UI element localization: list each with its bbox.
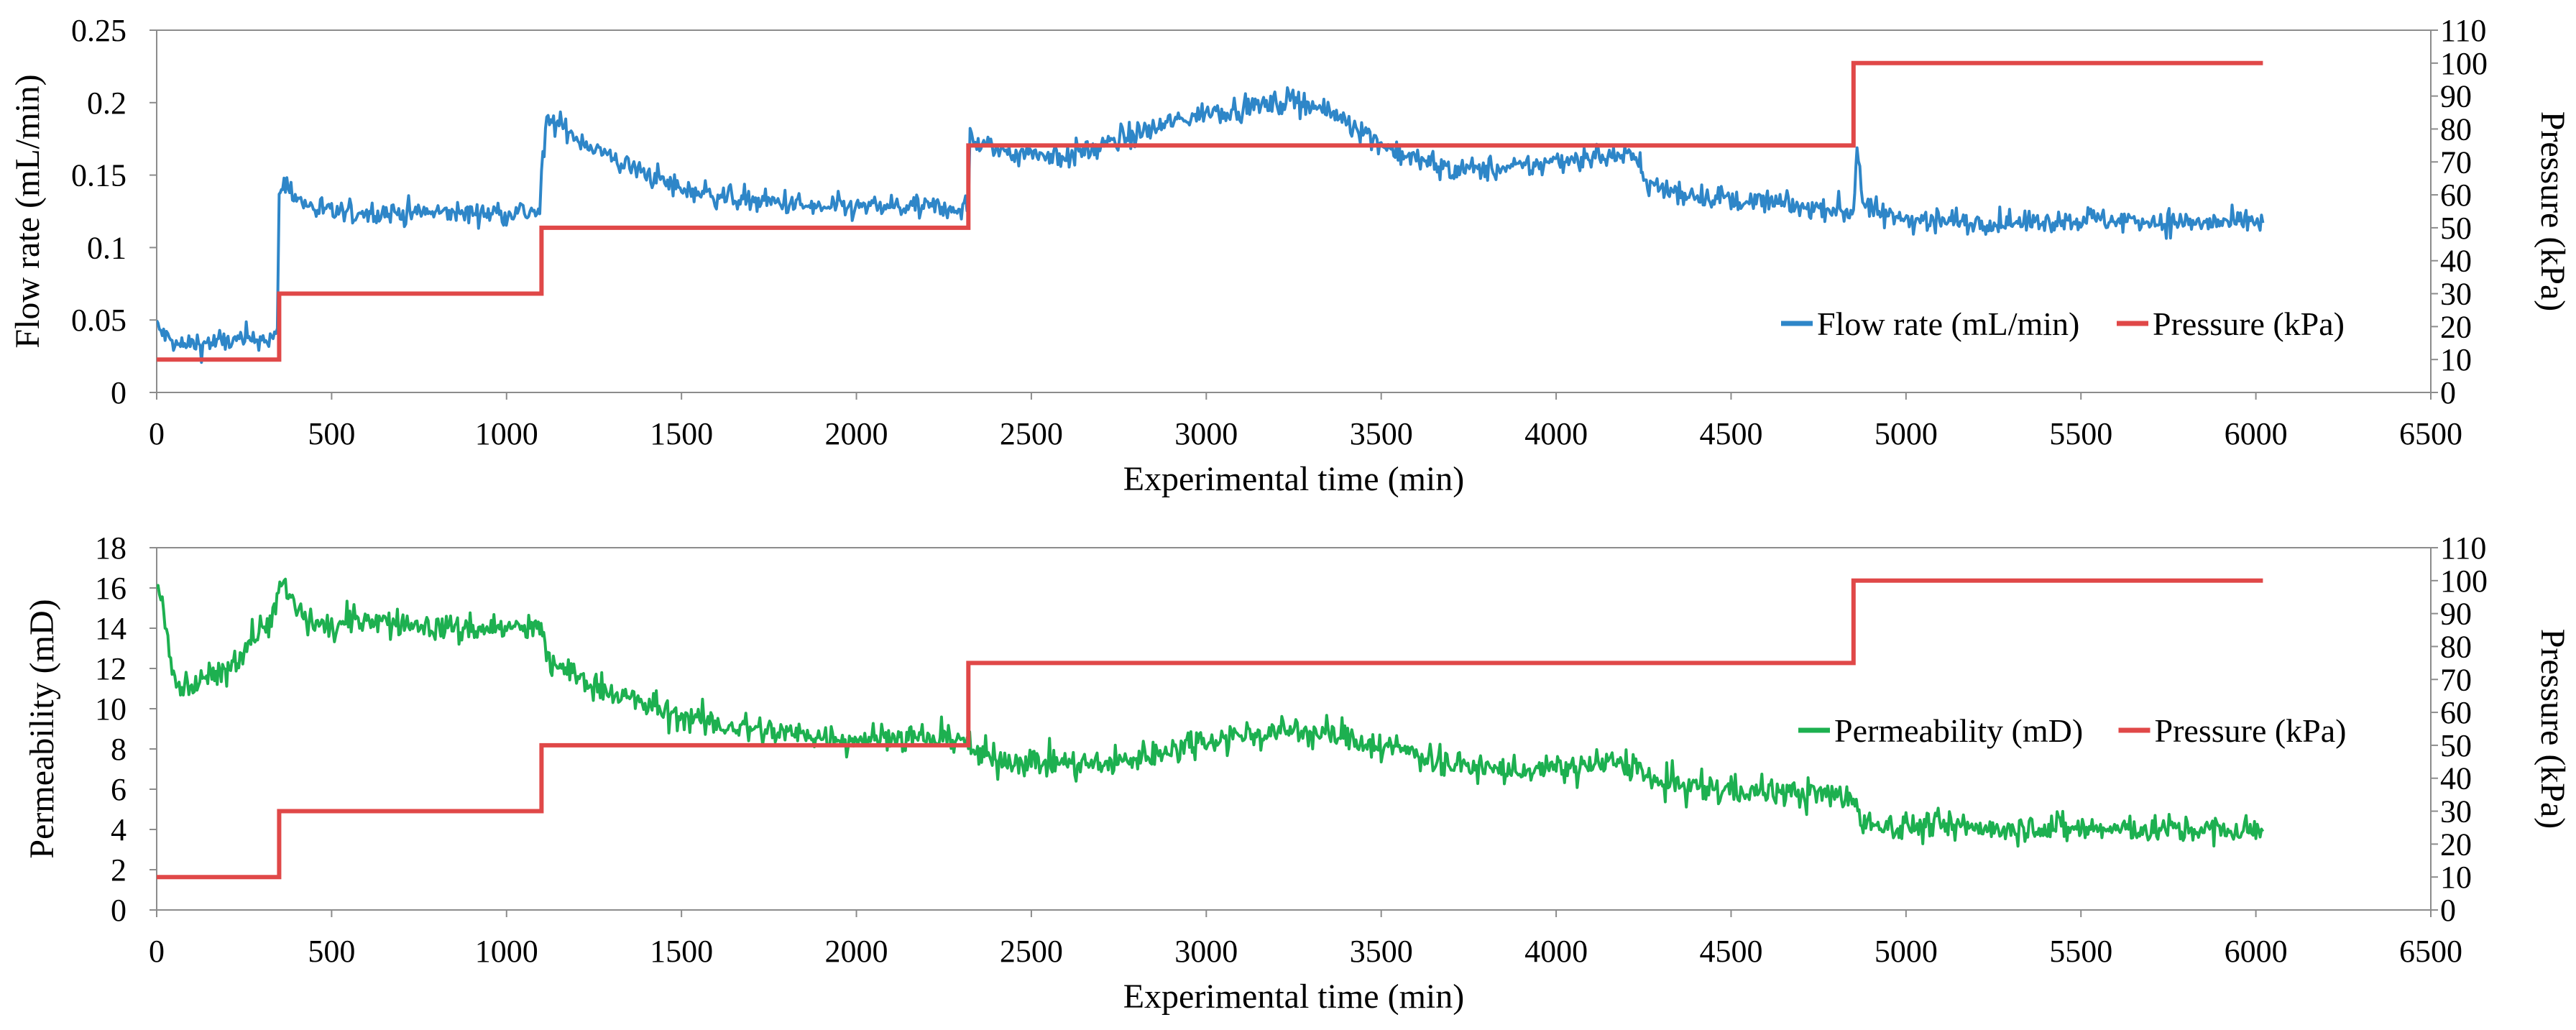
y-left-tick-label: 0.05 <box>71 303 126 338</box>
y-left-tick-label: 16 <box>95 571 126 606</box>
y-right-tick-label: 60 <box>2440 695 2472 730</box>
legend-label: Permeability (mD) <box>1834 712 2083 749</box>
y-right-tick-label: 90 <box>2440 79 2472 114</box>
y-right-tick-label: 0 <box>2440 893 2456 928</box>
y-right-tick-label: 10 <box>2440 342 2472 377</box>
y-left-axis-title: Flow rate (mL/min) <box>9 74 47 348</box>
y-right-tick-label: 20 <box>2440 827 2472 862</box>
y-right-tick-label: 80 <box>2440 629 2472 664</box>
y-left-tick-label: 0.15 <box>71 158 126 193</box>
x-tick-label: 6000 <box>2225 416 2288 451</box>
y-right-tick-label: 90 <box>2440 597 2472 632</box>
chart-top: 0 500 1000 1500 2000 2500 3000 3500 4000 4500 5000… <box>9 13 2572 498</box>
legend-label: Flow rate (mL/min) <box>1817 305 2079 342</box>
y-right-tick-label: 30 <box>2440 277 2472 312</box>
y-left-tick-label: 0.1 <box>87 230 126 265</box>
legend-label: Pressure (kPa) <box>2155 712 2347 749</box>
y-right-tick-label: 50 <box>2440 211 2472 246</box>
x-tick-label: 0 <box>149 416 165 451</box>
y-left-tick-label: 6 <box>111 772 126 807</box>
series-line-pressure <box>157 60 2263 362</box>
y-right-tick-label: 20 <box>2440 309 2472 344</box>
series-line-permeability <box>157 577 2265 848</box>
x-tick-label: 4500 <box>1699 934 1762 969</box>
x-tick-label: 0 <box>149 934 165 969</box>
x-axis-title: Experimental time (min) <box>1123 978 1465 1016</box>
x-tick-label: 2500 <box>1000 934 1063 969</box>
x-tick-label: 1500 <box>650 934 713 969</box>
x-tick-label: 5500 <box>2049 416 2112 451</box>
y-left-axis-title: Permeability (mD) <box>23 599 61 858</box>
x-tick-label: 5500 <box>2049 934 2112 969</box>
series-line-flow <box>157 86 2265 364</box>
x-tick-label: 5000 <box>1874 416 1938 451</box>
y-right-axis-title: Pressure (kPa) <box>2534 629 2572 829</box>
y-right-axis-title: Pressure (kPa) <box>2534 111 2572 312</box>
y-left-tick-label: 2 <box>111 852 126 888</box>
y-right-tick-label: 50 <box>2440 728 2472 763</box>
x-tick-label: 1500 <box>650 416 713 451</box>
x-tick-label: 3500 <box>1350 934 1413 969</box>
y-right-tick-label: 0 <box>2440 375 2456 410</box>
x-tick-label: 2500 <box>1000 416 1063 451</box>
x-axis-title: Experimental time (min) <box>1123 460 1465 498</box>
x-tick-label: 500 <box>308 934 355 969</box>
series-line-pressure <box>157 578 2263 880</box>
x-tick-label: 1000 <box>475 934 538 969</box>
x-tick-label: 3500 <box>1350 416 1413 451</box>
y-left-tick-label: 8 <box>111 732 126 767</box>
y-left-tick-label: 18 <box>95 530 126 566</box>
x-tick-label: 4000 <box>1524 416 1588 451</box>
y-left-tick-label: 0 <box>111 375 126 410</box>
y-left-tick-label: 0 <box>111 893 126 928</box>
y-right-tick-label: 110 <box>2440 530 2486 566</box>
y-left-tick-label: 0.2 <box>87 86 126 121</box>
chart-bottom: 0 500 1000 1500 2000 2500 3000 3500 4000 4500 5000… <box>23 530 2572 1016</box>
x-tick-label: 4000 <box>1524 934 1588 969</box>
y-left-tick-label: 0.25 <box>71 13 126 48</box>
x-tick-label: 500 <box>308 416 355 451</box>
y-left-tick-label: 4 <box>111 812 126 847</box>
x-tick-label: 2000 <box>825 416 888 451</box>
plot-frame <box>156 29 2432 393</box>
x-tick-label: 6000 <box>2225 934 2288 969</box>
y-right-tick-label: 100 <box>2440 46 2488 81</box>
y-left-tick-label: 14 <box>95 611 126 646</box>
y-right-tick-label: 40 <box>2440 761 2472 796</box>
y-left-tick-label: 10 <box>95 691 126 727</box>
y-right-tick-label: 60 <box>2440 178 2472 213</box>
x-tick-label: 3000 <box>1174 934 1238 969</box>
y-right-tick-label: 110 <box>2440 13 2486 48</box>
y-right-tick-label: 100 <box>2440 564 2488 599</box>
y-right-tick-label: 80 <box>2440 111 2472 147</box>
x-tick-label: 5000 <box>1874 934 1938 969</box>
y-right-tick-label: 10 <box>2440 860 2472 895</box>
y-left-tick-label: 12 <box>95 651 126 686</box>
plot-frame <box>156 547 2432 911</box>
x-tick-label: 6500 <box>2399 934 2462 969</box>
y-right-tick-label: 70 <box>2440 662 2472 697</box>
x-tick-label: 3000 <box>1174 416 1238 451</box>
y-right-tick-label: 70 <box>2440 144 2472 180</box>
y-right-tick-label: 40 <box>2440 244 2472 279</box>
legend-label: Pressure (kPa) <box>2153 305 2345 342</box>
x-tick-label: 2000 <box>825 934 888 969</box>
x-tick-label: 1000 <box>475 416 538 451</box>
x-tick-label: 6500 <box>2399 416 2462 451</box>
x-tick-label: 4500 <box>1699 416 1762 451</box>
y-right-tick-label: 30 <box>2440 794 2472 829</box>
